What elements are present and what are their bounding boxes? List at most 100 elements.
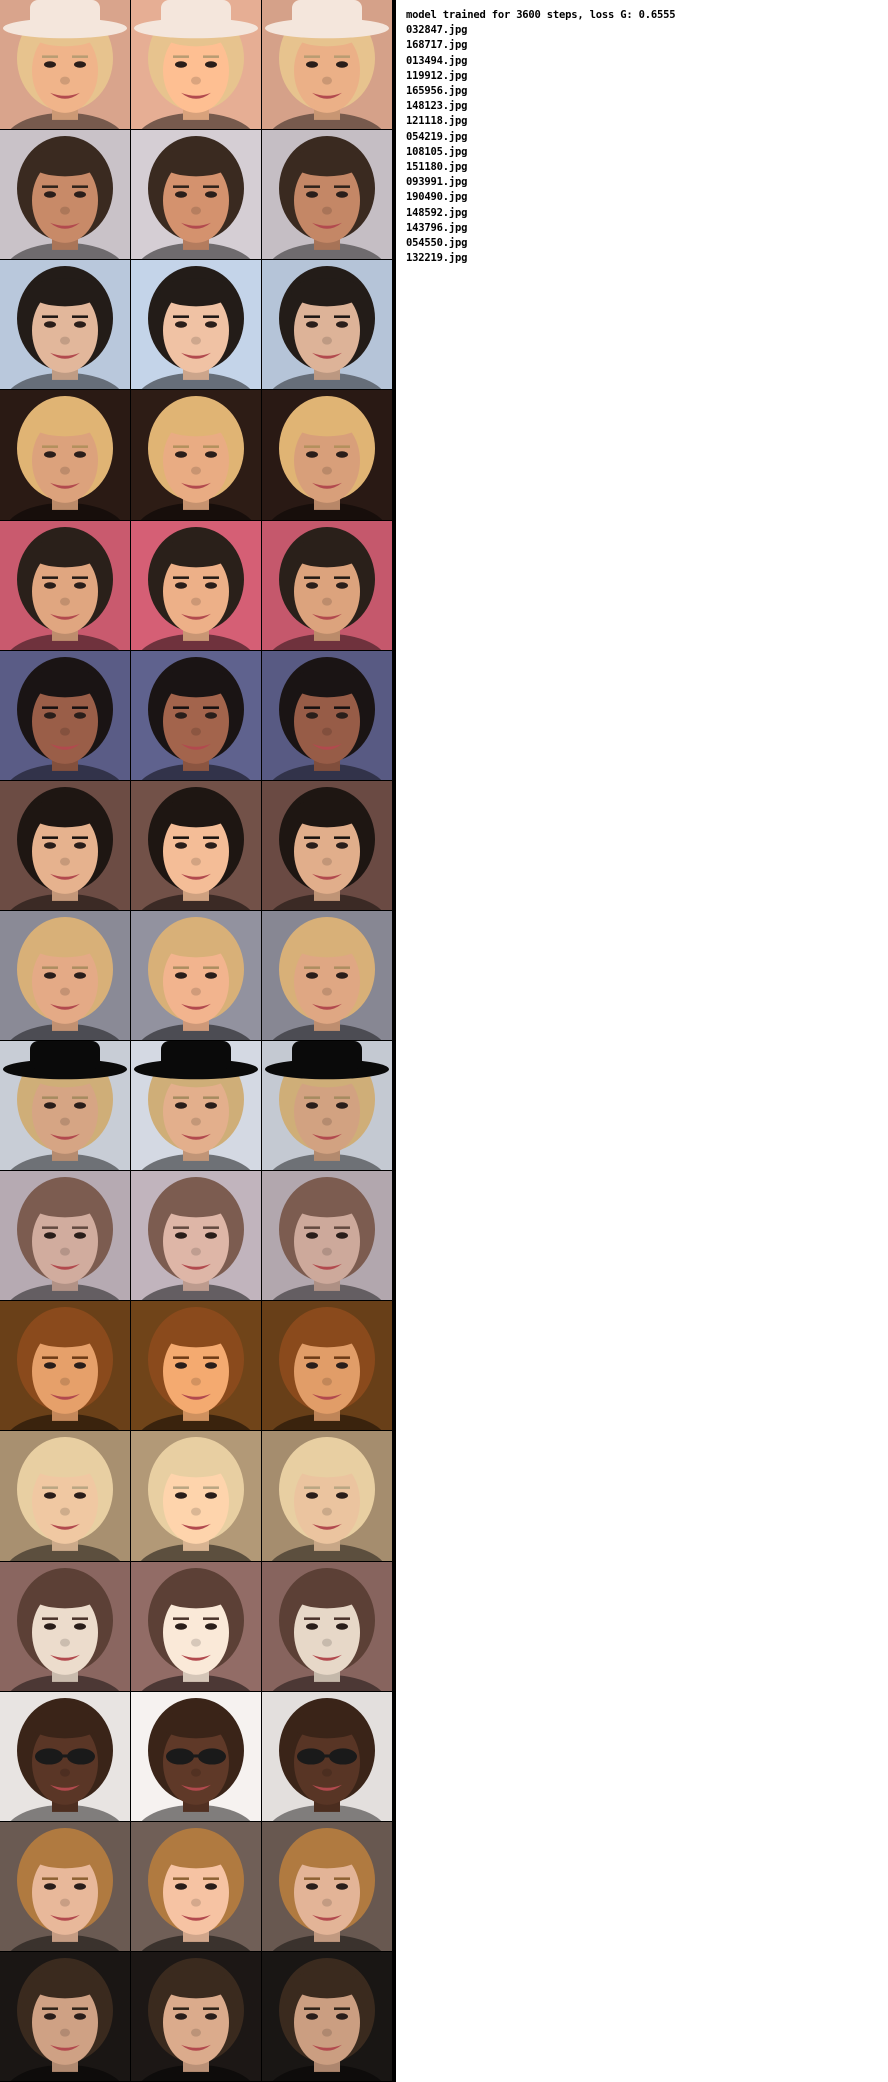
face — [294, 1980, 360, 2065]
image-row — [0, 0, 396, 130]
hair-fringe — [160, 1970, 232, 1999]
eye — [306, 1883, 318, 1890]
face — [32, 548, 98, 634]
mouth — [50, 352, 80, 360]
shoulders — [272, 1544, 382, 1561]
face — [294, 418, 360, 504]
face — [294, 1589, 360, 1675]
hair-fringe — [291, 1970, 363, 1999]
eye — [175, 451, 187, 459]
eye — [336, 321, 348, 328]
hair-fringe — [29, 1319, 101, 1348]
target-face-image — [262, 910, 392, 1040]
input-face-image — [0, 1951, 130, 2081]
hair-fringe — [291, 798, 363, 828]
eyebrow — [203, 1096, 219, 1099]
image-row — [0, 130, 396, 260]
target-face-image — [262, 1041, 392, 1171]
nose — [60, 1898, 70, 1907]
face — [163, 678, 229, 764]
nose — [191, 336, 201, 345]
eyebrow — [304, 445, 320, 449]
face — [32, 1719, 98, 1805]
face — [294, 288, 360, 374]
eye — [74, 1232, 86, 1239]
nose — [191, 206, 201, 215]
mouth — [312, 743, 342, 750]
file-name-item: 132219.jpg — [406, 252, 468, 265]
eye — [44, 842, 56, 849]
eye — [306, 1492, 318, 1500]
shoulders — [10, 503, 120, 520]
hair-fringe — [291, 1449, 363, 1478]
hair-fringe — [29, 408, 101, 437]
hat-crown — [30, 1041, 100, 1070]
eyebrow — [304, 55, 320, 58]
face — [32, 158, 98, 243]
hair-fringe — [29, 1970, 101, 1999]
image-row — [0, 1041, 396, 1171]
eye — [175, 61, 187, 68]
target-face-image — [262, 1951, 392, 2081]
eyebrow — [304, 575, 320, 579]
face — [32, 1459, 98, 1545]
eye — [336, 191, 348, 198]
nose — [322, 727, 332, 736]
image-row — [0, 1561, 396, 1691]
eyebrow — [203, 185, 219, 189]
sunglasses-bridge — [60, 1754, 70, 1758]
eyebrow — [42, 445, 58, 449]
shoulders — [141, 893, 251, 910]
eyebrow — [203, 55, 219, 58]
sunglasses-bridge — [322, 1754, 332, 1758]
file-name-item: 151180.jpg — [406, 161, 468, 174]
eye — [175, 1102, 187, 1109]
input-face-image — [0, 1041, 130, 1171]
eye — [336, 972, 348, 979]
output-face-image — [131, 1431, 261, 1561]
nose — [60, 1768, 70, 1777]
hair-fringe — [160, 1709, 232, 1738]
eyebrow — [203, 2007, 219, 2010]
nose — [60, 987, 70, 996]
shoulders — [272, 1283, 382, 1301]
eyebrow — [42, 315, 58, 319]
eyebrow — [173, 706, 189, 709]
hair-fringe — [160, 668, 232, 697]
mouth — [181, 1003, 211, 1010]
mouth — [312, 222, 342, 229]
eyebrow — [304, 1486, 320, 1490]
file-name-item: 143796.jpg — [406, 221, 468, 234]
sample-image-grid — [0, 0, 396, 2082]
nose — [191, 1898, 201, 1907]
shoulders — [141, 503, 251, 520]
target-face-image — [262, 520, 392, 650]
eyebrow — [334, 2007, 350, 2010]
eyebrow — [334, 1616, 350, 1620]
nose — [322, 1768, 332, 1777]
eyebrow — [173, 575, 189, 579]
shoulders — [141, 1283, 251, 1301]
shoulders — [141, 1414, 251, 1431]
eyebrow — [334, 706, 350, 709]
nose — [322, 2028, 332, 2037]
hat-crown — [292, 0, 362, 29]
eyebrow — [42, 55, 58, 58]
shoulders — [272, 112, 382, 130]
face — [32, 1589, 98, 1675]
eyebrow — [173, 315, 189, 319]
output-face-image — [131, 0, 261, 130]
hair-fringe — [160, 929, 232, 958]
eyebrow — [334, 1486, 350, 1490]
hair-fringe — [160, 538, 232, 567]
nose — [191, 987, 201, 996]
file-name-item: 032847.jpg — [406, 24, 468, 37]
eye — [336, 451, 348, 459]
hair-fringe — [29, 668, 101, 697]
eye — [44, 972, 56, 979]
target-face-image — [262, 780, 392, 910]
eye — [175, 842, 187, 849]
eye — [74, 321, 86, 328]
hair-fringe — [160, 798, 232, 828]
output-face-image — [131, 780, 261, 910]
